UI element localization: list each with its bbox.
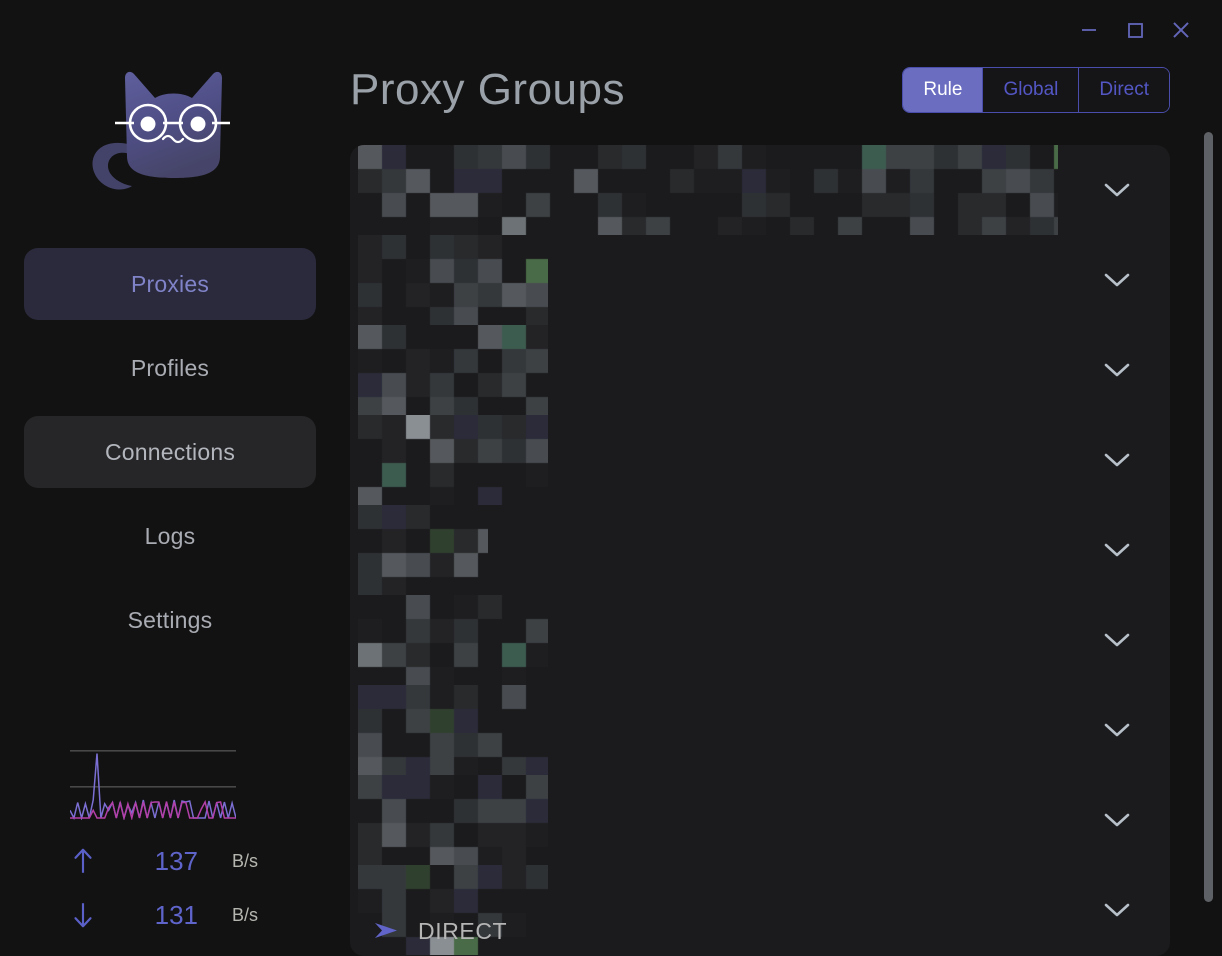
sidebar-item-settings[interactable]: Settings (24, 584, 316, 656)
sidebar-nav: Proxies Profiles Connections Logs Settin… (0, 248, 340, 668)
proxy-group-row[interactable] (350, 775, 1170, 865)
redacted-group-content (358, 775, 548, 865)
mode-button-label: Direct (1099, 79, 1149, 100)
chevron-down-icon[interactable] (1102, 901, 1132, 919)
sidebar-item-label: Connections (104, 438, 236, 465)
proxy-group-row[interactable] (350, 325, 1170, 415)
traffic-sparkline-chart (70, 748, 236, 820)
proxy-group-row[interactable] (350, 685, 1170, 775)
sidebar-item-proxies[interactable]: Proxies (24, 248, 316, 320)
chevron-down-icon[interactable] (1102, 361, 1132, 379)
download-speed-row: 131 B/s (24, 888, 316, 942)
sidebar-item-label: Proxies (130, 270, 210, 297)
maximize-button[interactable] (1112, 10, 1158, 50)
redacted-group-content (358, 595, 548, 685)
redacted-group-content (358, 505, 488, 595)
proxy-group-row[interactable] (350, 505, 1170, 595)
minimize-icon (1077, 18, 1101, 42)
arrow-up-icon (70, 846, 118, 876)
chevron-down-icon[interactable] (1102, 811, 1132, 829)
download-speed-unit: B/s (232, 904, 259, 925)
proxy-group-list: DIRECT (350, 145, 1170, 956)
main-content: Proxy Groups Rule Global Direct (340, 0, 1222, 956)
direct-proxy-label: DIRECT (418, 917, 508, 944)
close-button[interactable] (1158, 10, 1204, 50)
sidebar-item-label: Logs (144, 522, 196, 549)
upload-speed-unit: B/s (232, 850, 259, 871)
proxy-group-row[interactable] (350, 865, 1170, 955)
mode-button-rule[interactable]: Rule (903, 68, 984, 112)
proxy-group-row[interactable] (350, 145, 1170, 235)
redacted-group-content (358, 235, 548, 325)
upload-speed-value: 137 (154, 845, 198, 876)
chevron-down-icon[interactable] (1102, 721, 1132, 739)
mode-switch-group: Rule Global Direct (902, 67, 1170, 113)
download-speed-value: 131 (154, 899, 198, 930)
mode-button-label: Rule (923, 79, 963, 100)
direct-proxy-entry[interactable]: DIRECT (372, 914, 507, 948)
proxy-group-row[interactable] (350, 415, 1170, 505)
page-header: Proxy Groups Rule Global Direct (340, 0, 1222, 128)
sidebar-item-label: Settings (127, 606, 213, 633)
cat-logo-icon (70, 26, 270, 231)
upload-speed-row: 137 B/s (24, 834, 316, 888)
sidebar-item-profiles[interactable]: Profiles (24, 332, 316, 404)
titlebar (0, 0, 1222, 60)
app-logo (0, 0, 340, 248)
proxy-group-row[interactable] (350, 595, 1170, 685)
arrow-down-icon (70, 900, 118, 930)
vertical-scrollbar[interactable] (1204, 126, 1213, 918)
mode-button-global[interactable]: Global (983, 68, 1080, 112)
close-icon (1168, 17, 1194, 43)
sidebar-item-logs[interactable]: Logs (24, 500, 316, 572)
chevron-down-icon[interactable] (1102, 451, 1132, 469)
sidebar: Proxies Profiles Connections Logs Settin… (0, 0, 340, 956)
minimize-button[interactable] (1066, 10, 1112, 50)
redacted-group-content (358, 865, 548, 955)
chevron-down-icon[interactable] (1102, 271, 1132, 289)
redacted-group-content (358, 145, 1058, 235)
traffic-widget: 137 B/s 131 B/s (0, 748, 340, 956)
proxy-group-row[interactable] (350, 235, 1170, 325)
chevron-down-icon[interactable] (1102, 181, 1132, 199)
redacted-group-content (358, 415, 548, 505)
sidebar-item-connections[interactable]: Connections (24, 416, 316, 488)
maximize-icon (1123, 18, 1147, 42)
send-arrow-icon (372, 920, 400, 942)
mode-button-direct[interactable]: Direct (1079, 68, 1169, 112)
redacted-group-content (358, 325, 548, 415)
proxy-groups-card: DIRECT (350, 145, 1170, 956)
redacted-group-content (358, 685, 548, 775)
sidebar-item-label: Profiles (130, 354, 210, 381)
mode-button-label: Global (1003, 79, 1059, 100)
chevron-down-icon[interactable] (1102, 541, 1132, 559)
chevron-down-icon[interactable] (1102, 631, 1132, 649)
scrollbar-thumb[interactable] (1204, 132, 1213, 902)
page-title: Proxy Groups (350, 65, 625, 114)
